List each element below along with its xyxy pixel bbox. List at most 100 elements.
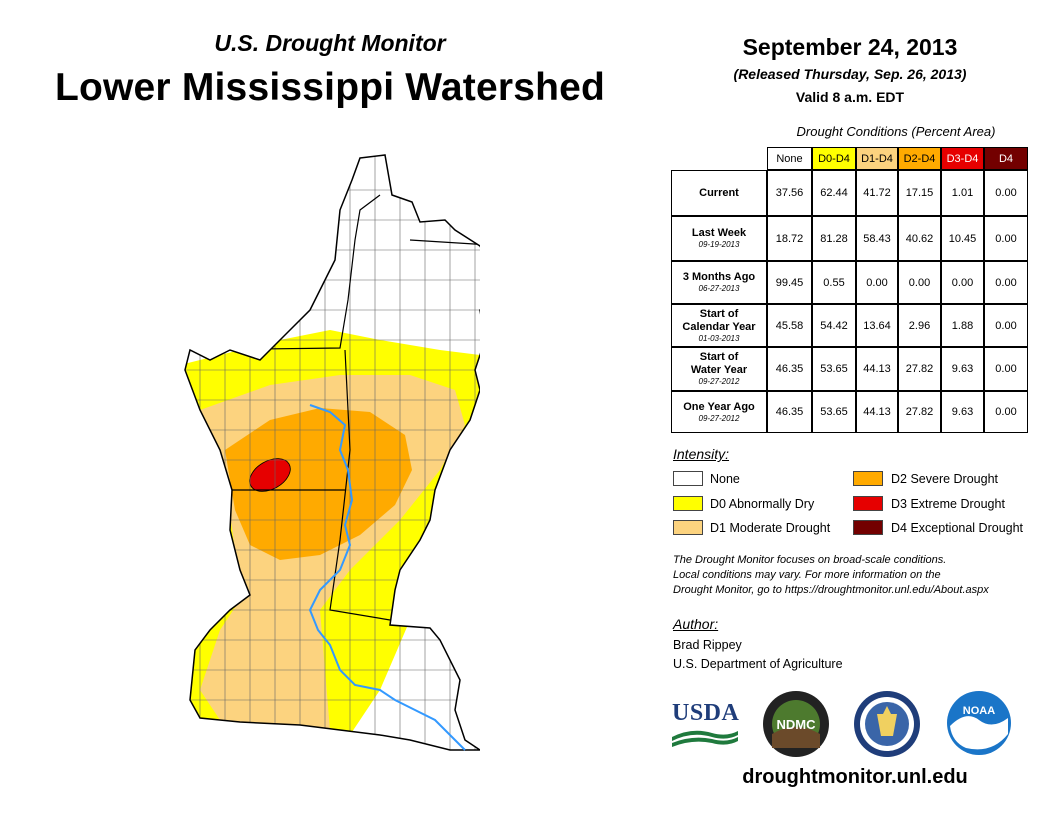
- column-header: D3-D4: [941, 147, 984, 170]
- table-cell: 0.00: [984, 170, 1028, 216]
- row-label-text: One Year Ago: [683, 400, 755, 413]
- table-cell: 27.82: [898, 391, 941, 433]
- table-cell: 62.44: [812, 170, 856, 216]
- map-d3-area: [249, 458, 291, 492]
- table-cell: 81.28: [812, 216, 856, 261]
- row-label-text: Start of Water Year: [690, 351, 748, 376]
- table-cell: 46.35: [767, 391, 812, 433]
- row-label: Start of Calendar Year 01-03-2013: [671, 304, 767, 347]
- drought-conditions-table: None D0-D4 D1-D4 D2-D4 D3-D4 D4 Current 37.56 62…: [671, 147, 1028, 433]
- note-line-1: The Drought Monitor focuses on broad-sca…: [673, 554, 947, 566]
- note-line-2: Local conditions may vary. For more info…: [673, 569, 941, 581]
- drought-map: [184, 154, 480, 751]
- author-organization: U.S. Department of Agriculture: [673, 657, 843, 671]
- table-cell: 0.00: [898, 261, 941, 304]
- table-cell: 9.63: [941, 391, 984, 433]
- table-cell: 13.64: [856, 304, 898, 347]
- region-outline: [184, 154, 480, 751]
- row-date: 09-19-2013: [698, 240, 740, 249]
- table-cell: 9.63: [941, 347, 984, 391]
- column-header: None: [767, 147, 812, 170]
- legend-label-d1: D1 Moderate Drought: [710, 521, 831, 535]
- map-title: Lower Mississippi Watershed: [54, 66, 606, 109]
- usda-hills-icon: [672, 730, 738, 747]
- row-date: 09-27-2012: [698, 377, 740, 386]
- author-name: Brad Rippey: [673, 638, 742, 652]
- legend-swatch-none: [673, 471, 703, 486]
- footer-url[interactable]: droughtmonitor.unl.edu: [742, 766, 968, 788]
- usda-logo: USDA: [672, 700, 740, 750]
- legend-swatch-d4: [853, 520, 883, 535]
- table-cell: 46.35: [767, 347, 812, 391]
- table-cell: 27.82: [898, 347, 941, 391]
- legend-label-d4: D4 Exceptional Drought: [891, 521, 1024, 535]
- map-subtitle: U.S. Drought Monitor: [214, 30, 446, 56]
- legend-swatch-d2: [853, 471, 883, 486]
- legend-swatch-d0: [673, 496, 703, 511]
- table-cell: 18.72: [767, 216, 812, 261]
- legend-label-d3: D3 Extreme Drought: [891, 497, 1005, 511]
- legend-swatch-d3: [853, 496, 883, 511]
- column-header: D2-D4: [898, 147, 941, 170]
- legend-title: Intensity:: [673, 446, 730, 462]
- table-cell: 0.00: [984, 261, 1028, 304]
- map-d2-area: [225, 408, 412, 560]
- table-cell: 0.55: [812, 261, 856, 304]
- table-cell: 41.72: [856, 170, 898, 216]
- table-cell: 0.00: [984, 304, 1028, 347]
- table-cell: 17.15: [898, 170, 941, 216]
- row-label: 3 Months Ago 06-27-2013: [671, 261, 767, 304]
- table-cell: 44.13: [856, 347, 898, 391]
- table-cell: 44.13: [856, 391, 898, 433]
- table-cell: 0.00: [856, 261, 898, 304]
- row-date: 09-27-2012: [698, 413, 740, 423]
- table-cell: 1.01: [941, 170, 984, 216]
- row-label-text: Start of Calendar Year: [682, 307, 756, 333]
- commerce-seal-icon: [854, 691, 920, 757]
- column-header: D1-D4: [856, 147, 898, 170]
- table-cell: 0.00: [984, 347, 1028, 391]
- table-cell: 54.42: [812, 304, 856, 347]
- table-caption: Drought Conditions (Percent Area): [796, 124, 996, 139]
- table-cell: 37.56: [767, 170, 812, 216]
- map-date: September 24, 2013: [742, 34, 958, 60]
- table-cell: 0.00: [941, 261, 984, 304]
- table-cell: 53.65: [812, 391, 856, 433]
- noaa-logo: NOAA: [947, 691, 1011, 755]
- table-cell: 58.43: [856, 216, 898, 261]
- table-cell: 0.00: [984, 391, 1028, 433]
- row-date: 06-27-2013: [698, 284, 740, 293]
- table-cell: 2.96: [898, 304, 941, 347]
- table-cell: 1.88: [941, 304, 984, 347]
- row-label: Current: [671, 170, 767, 216]
- row-label-text: 3 Months Ago: [682, 271, 756, 283]
- row-date: 01-03-2013: [698, 333, 740, 343]
- table-cell: 53.65: [812, 347, 856, 391]
- disclaimer-note: The Drought Monitor focuses on broad-sca…: [673, 553, 1043, 598]
- legend-label-d0: D0 Abnormally Dry: [710, 497, 815, 511]
- legend-swatch-d1: [673, 520, 703, 535]
- table-cell: 45.58: [767, 304, 812, 347]
- valid-time: Valid 8 a.m. EDT: [795, 89, 905, 105]
- column-header: D4: [984, 147, 1028, 170]
- legend-label-d2: D2 Severe Drought: [891, 472, 999, 486]
- author-label: Author:: [673, 616, 719, 632]
- ndmc-logo-text: NDMC: [777, 717, 817, 732]
- row-label: Start of Water Year 09-27-2012: [671, 347, 767, 391]
- table-cell: 40.62: [898, 216, 941, 261]
- column-header: D0-D4: [812, 147, 856, 170]
- usda-logo-text: USDA: [672, 700, 740, 726]
- note-line-3: Drought Monitor, go to https://droughtmo…: [673, 584, 989, 596]
- row-label-text: Last Week: [691, 227, 747, 239]
- table-cell: 0.00: [984, 216, 1028, 261]
- release-date: (Released Thursday, Sep. 26, 2013): [733, 66, 967, 82]
- row-label-text: Current: [699, 186, 739, 199]
- ndmc-logo: NDMC: [763, 691, 829, 757]
- legend-label-none: None: [710, 472, 740, 486]
- table-cell: 99.45: [767, 261, 812, 304]
- noaa-logo-text: NOAA: [963, 705, 995, 717]
- mississippi-river: [308, 404, 466, 751]
- row-label: One Year Ago 09-27-2012: [671, 391, 767, 433]
- row-label: Last Week 09-19-2013: [671, 216, 767, 261]
- table-cell: 10.45: [941, 216, 984, 261]
